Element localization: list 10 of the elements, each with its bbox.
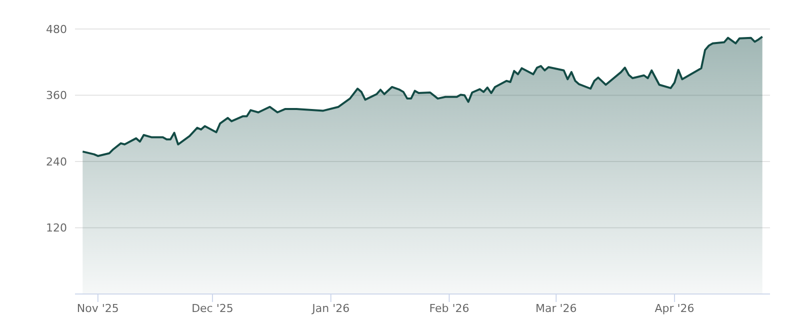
y-tick-label: 120 (46, 222, 67, 235)
y-tick-label: 480 (46, 22, 67, 36)
y-tick-label: 360 (46, 89, 67, 102)
x-tick-label: Apr '26 (654, 302, 694, 315)
x-tick-label: Nov '25 (76, 302, 119, 315)
x-tick-label: Mar '26 (536, 302, 577, 315)
x-tick-label: Jan '26 (311, 302, 350, 315)
x-tick-label: Feb '26 (429, 302, 470, 315)
x-tick-label: Dec '25 (192, 302, 234, 315)
y-tick-label: 240 (46, 155, 67, 168)
